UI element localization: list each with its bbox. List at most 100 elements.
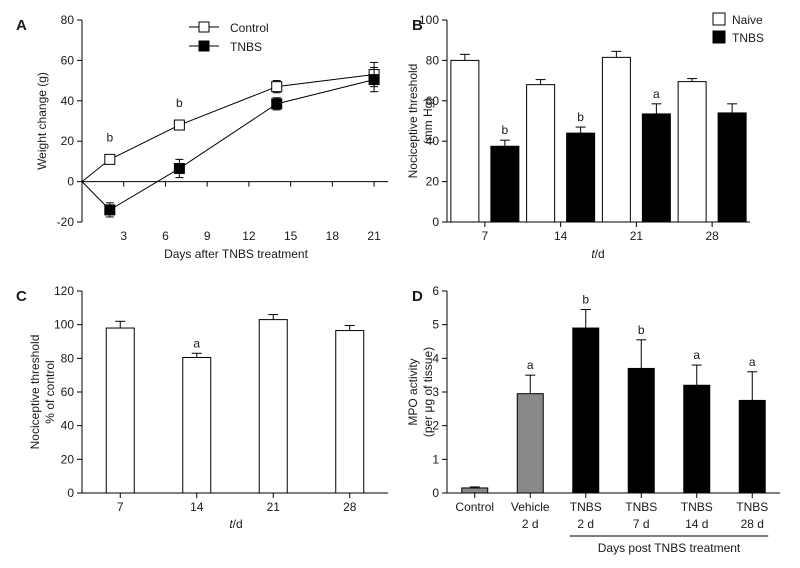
panel-d-x-tick-label: 28 d xyxy=(741,517,764,531)
panel-c-bar-nociceptive-threshold-sig-label: a xyxy=(193,336,200,350)
panel-d-bar xyxy=(627,367,655,494)
panel-a-y-axis-label-line: Weight change (g) xyxy=(35,72,49,170)
panel-c-y-tick-label: 40 xyxy=(61,419,75,433)
panel-a-letter: A xyxy=(16,17,27,34)
panel-d-y-tick-label: 6 xyxy=(432,284,439,298)
panel-b-legend-label: Naive xyxy=(732,13,763,27)
panel-c-x-tick-label: 7 xyxy=(117,500,124,514)
panel-a-series-control-sig-label: b xyxy=(106,130,113,144)
panel-a-legend-marker xyxy=(198,21,210,33)
panel-d-y-tick-label: 5 xyxy=(432,318,439,332)
panel-d-letter: D xyxy=(412,288,423,305)
panel-b-bar-tnbs xyxy=(566,132,596,223)
panel-d-x-tick-label: 2 d xyxy=(522,517,539,531)
panel-d-y-tick-label: 1 xyxy=(432,452,439,466)
panel-d-x-tick-label: Vehicle xyxy=(511,500,550,514)
panel-a-y-tick-label: 80 xyxy=(61,13,75,27)
panel-d-x-axis-label: Days post TNBS treatment xyxy=(598,541,741,555)
panel-d-x-tick-label: 7 d xyxy=(633,517,650,531)
panel-b-y-tick-label: 40 xyxy=(426,134,440,148)
panel-b-y-tick-label: 0 xyxy=(432,215,439,229)
panel-a-series-control-sig-label: b xyxy=(176,96,183,110)
panel-d-x-tick-label: TNBS xyxy=(625,500,657,514)
panel-d-y-axis-label-line: (per μg of tissue) xyxy=(421,347,435,437)
panel-d-bar xyxy=(683,384,711,494)
panel-a-legend-label: TNBS xyxy=(230,40,262,54)
panel-c-y-tick-label: 60 xyxy=(61,385,75,399)
panel-a-x-tick-label: 18 xyxy=(326,229,340,243)
panel-d-bar-sig-label: b xyxy=(638,323,645,337)
panel-d-bar xyxy=(461,487,489,494)
panel-a-series-control-point xyxy=(173,119,185,131)
panel-a-series-tnbs-point xyxy=(271,98,283,110)
panel-a-x-axis-label: Days after TNBS treatment xyxy=(164,247,308,261)
panel-b-y-tick-label: 20 xyxy=(426,175,440,189)
panel-a-y-axis-label: Weight change (g) xyxy=(35,72,49,170)
panel-c-y-axis-label-line: Nociceptive threshold xyxy=(28,335,42,450)
panel-b-bar-naive xyxy=(601,56,631,223)
panel-a-series-tnbs-point xyxy=(173,162,185,174)
panel-d-x-tick-label: TNBS xyxy=(570,500,602,514)
panel-b-y-axis-label: Nociceptive threshold(mm Hg) xyxy=(406,64,435,179)
panel-c-x-axis-label-var: t xyxy=(229,517,233,531)
panel-d: D 0 1 2 3 4 5 6 Control Vehicle 2 d a TNBS 2 d b TNBS 7 … xyxy=(406,284,780,555)
panel-c: C 0 20 40 60 80 100 120 7 14 a 21 28 t/d Nociceptive t… xyxy=(16,284,388,531)
panel-b-y-tick-label: 60 xyxy=(426,94,440,108)
panel-b-letter: B xyxy=(412,17,423,34)
panel-b-bar-tnbs-sig-label: a xyxy=(653,87,660,101)
panel-a-y-tick-label: 40 xyxy=(61,94,75,108)
panel-c-y-tick-label: 120 xyxy=(54,284,74,298)
panel-b-bar-tnbs-sig-label: b xyxy=(577,110,584,124)
panel-b-legend-label: TNBS xyxy=(732,31,764,45)
panel-d-y-axis-label: MPO activity(per μg of tissue) xyxy=(406,347,435,437)
panel-d-bar xyxy=(572,327,600,494)
panel-d-y-tick-label: 4 xyxy=(432,351,439,365)
panel-a-legend-marker xyxy=(198,40,210,52)
panel-c-x-tick-label: 28 xyxy=(343,500,357,514)
panel-b-x-tick-label: 28 xyxy=(705,229,719,243)
panel-a-series-control-point xyxy=(104,153,116,165)
panel-b-bar-tnbs xyxy=(490,145,520,223)
panel-a-series-tnbs-point xyxy=(368,74,380,86)
panel-b-bar-naive xyxy=(450,59,480,223)
panel-c-x-tick-label: 21 xyxy=(267,500,281,514)
panel-b-x-tick-label: 14 xyxy=(554,229,568,243)
panel-c-x-axis-label-unit: /d xyxy=(233,517,243,531)
panel-a-x-tick-label: 6 xyxy=(162,229,169,243)
panel-b-x-tick-label: 21 xyxy=(630,229,644,243)
panel-b-y-tick-label: 80 xyxy=(426,53,440,67)
panel-a-series-tnbs-line xyxy=(81,79,375,211)
panel-c-letter: C xyxy=(16,288,27,305)
panel-a-series-tnbs-point xyxy=(104,204,116,216)
panel-d-y-tick-label: 0 xyxy=(432,486,439,500)
panel-d-y-tick-label: 2 xyxy=(432,419,439,433)
panel-c-x-axis-label: t/d xyxy=(229,517,242,531)
panel-a-x-tick-label: 12 xyxy=(242,229,256,243)
panel-d-x-tick-label: TNBS xyxy=(736,500,768,514)
panel-c-y-axis-label: Nociceptive threshold% of control xyxy=(28,335,57,450)
panel-a-series-control-point xyxy=(271,81,283,93)
panel-b-legend-swatch xyxy=(712,30,726,44)
panel-a-legend-label: Control xyxy=(230,21,269,35)
panel-b-bar-tnbs-sig-label: b xyxy=(502,123,509,137)
panel-d-y-tick-label: 3 xyxy=(432,385,439,399)
panel-d-bar-sig-label: a xyxy=(749,355,756,369)
panel-c-bar-nociceptive-threshold xyxy=(182,356,212,494)
panel-c-y-tick-label: 20 xyxy=(61,452,75,466)
panel-c-bar-nociceptive-threshold xyxy=(105,327,135,494)
panel-b: B 0 20 40 60 80 100 7 b 14 b 21 a 28 t/d Nociceptive th… xyxy=(406,12,764,261)
panel-a-y-tick-label: 0 xyxy=(67,175,74,189)
panel-b-x-axis-label-unit: /d xyxy=(595,247,605,261)
panel-a: A -20 0 20 40 60 80 3 6 9 12 15 18 21 Days after TNBS … xyxy=(16,13,388,261)
panel-c-y-tick-label: 100 xyxy=(54,318,74,332)
panel-a-y-tick-label: -20 xyxy=(57,215,75,229)
panel-b-x-axis-label-var: t xyxy=(591,247,595,261)
panel-b-x-tick-label: 7 xyxy=(482,229,489,243)
panel-c-y-tick-label: 80 xyxy=(61,351,75,365)
panel-b-y-axis-label-line: Nociceptive threshold xyxy=(406,64,420,179)
panel-c-x-tick-label: 14 xyxy=(190,500,204,514)
panel-d-bar-sig-label: a xyxy=(693,348,700,362)
panel-d-bar xyxy=(516,393,544,494)
panel-d-bar-sig-label: b xyxy=(582,293,589,307)
